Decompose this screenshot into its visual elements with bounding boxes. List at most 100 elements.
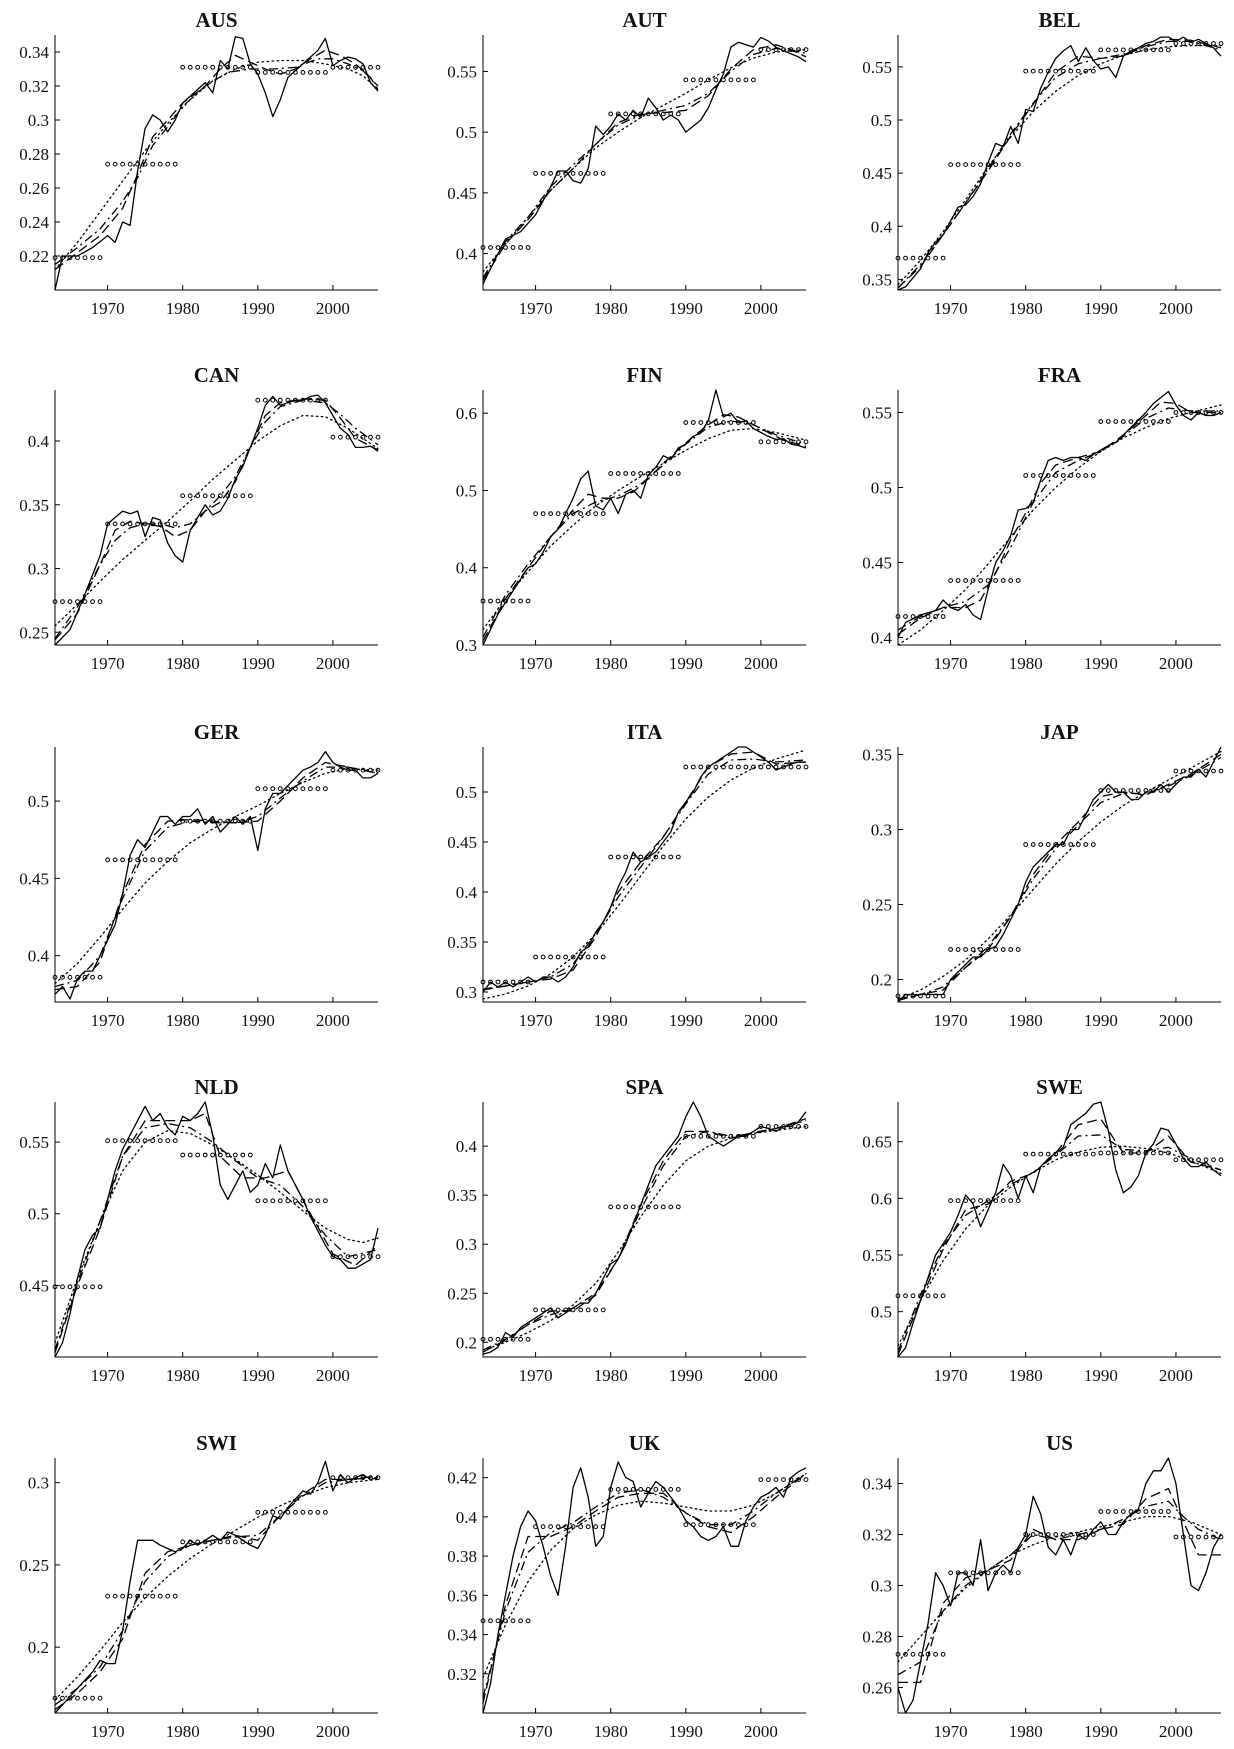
step-marker	[600, 954, 606, 960]
step-marker	[766, 1124, 771, 1129]
step-marker	[728, 1522, 734, 1528]
step-marker	[1090, 473, 1096, 478]
step-marker	[187, 493, 193, 499]
step-marker	[293, 1198, 298, 1204]
step-marker	[736, 77, 741, 83]
step-marker	[1218, 768, 1224, 774]
x-tick-label: 1980	[1009, 299, 1043, 318]
step-marker	[533, 511, 538, 516]
step-marker	[308, 70, 313, 75]
step-marker	[308, 786, 313, 792]
y-tick-label: 0.5	[28, 1205, 49, 1224]
step-marker	[630, 1204, 636, 1210]
step-marker	[300, 70, 306, 75]
step-marker	[67, 974, 73, 980]
step-marker	[1038, 473, 1044, 478]
step-marker	[52, 1695, 58, 1701]
step-marker	[330, 1475, 336, 1481]
step-marker	[338, 434, 343, 440]
step-marker	[1113, 1509, 1119, 1514]
step-marker	[1053, 68, 1059, 74]
step-marker	[142, 1593, 148, 1599]
step-marker	[75, 1695, 80, 1701]
step-marker	[660, 1204, 666, 1210]
step-marker	[315, 397, 321, 403]
series-line-dashdot	[54, 399, 379, 639]
step-marker	[1000, 162, 1006, 168]
step-marker	[187, 1539, 193, 1545]
step-marker	[660, 854, 666, 860]
step-marker	[736, 764, 741, 770]
step-marker	[323, 786, 328, 792]
step-marker	[90, 1695, 95, 1701]
step-marker	[360, 1475, 366, 1481]
step-marker	[638, 1487, 644, 1492]
step-marker	[788, 439, 794, 445]
step-marker	[570, 511, 576, 516]
step-marker	[1023, 473, 1029, 478]
step-marker	[82, 1284, 88, 1290]
step-marker	[563, 1307, 568, 1313]
y-tick-label: 0.28	[19, 145, 49, 164]
step-marker	[232, 1152, 238, 1158]
step-marker	[1030, 1532, 1036, 1537]
chart-panel: SWI 0.2 0.25 0.3 1970 1980 1990 2000	[19, 1431, 381, 1741]
series-line-dashed	[482, 751, 807, 991]
step-marker	[653, 854, 659, 860]
y-tick-label: 0.26	[19, 179, 49, 198]
step-marker	[698, 764, 704, 770]
step-marker	[105, 161, 110, 167]
step-marker	[1143, 1150, 1149, 1156]
step-marker	[503, 979, 508, 985]
step-marker	[217, 493, 223, 499]
x-tick-label: 1980	[594, 1366, 628, 1385]
step-marker	[1060, 473, 1066, 478]
step-marker	[165, 1138, 171, 1144]
series-line-dashdot	[54, 1122, 379, 1351]
step-marker	[570, 1524, 576, 1530]
step-marker	[985, 1570, 991, 1576]
x-tick-label: 2000	[1159, 1011, 1193, 1030]
y-tick-label: 0.6	[456, 404, 477, 423]
x-tick-label: 1970	[91, 1366, 125, 1385]
step-marker	[1105, 47, 1111, 53]
series-line-solid	[897, 36, 1222, 291]
step-marker	[135, 521, 141, 527]
step-marker	[698, 1522, 704, 1528]
step-marker	[615, 854, 621, 860]
step-marker	[97, 1284, 103, 1290]
step-marker	[240, 818, 246, 824]
step-marker	[1196, 410, 1201, 415]
step-marker	[1090, 1532, 1096, 1537]
step-marker	[540, 1307, 546, 1313]
step-marker	[330, 1254, 336, 1260]
step-marker	[300, 1198, 306, 1204]
step-marker	[985, 1198, 991, 1203]
step-marker	[495, 979, 501, 985]
step-marker	[330, 64, 336, 70]
x-tick-label: 1990	[1084, 1366, 1118, 1385]
axis-spine	[54, 390, 378, 646]
step-marker	[480, 979, 486, 985]
series-line-solid	[54, 394, 379, 646]
step-marker	[548, 954, 553, 960]
step-marker	[970, 1570, 976, 1576]
y-tick-label: 0.5	[456, 783, 477, 802]
step-marker	[758, 439, 764, 445]
step-marker	[781, 1124, 786, 1129]
series-line-dashdot	[897, 756, 1222, 1000]
step-marker	[1060, 842, 1066, 847]
step-marker	[180, 64, 186, 70]
step-marker	[796, 47, 801, 52]
step-marker	[262, 786, 268, 792]
step-marker	[645, 1204, 651, 1210]
step-marker	[548, 1524, 553, 1530]
panel-title: NLD	[194, 1075, 238, 1099]
step-marker	[1218, 1534, 1224, 1540]
step-marker	[993, 1570, 999, 1576]
step-marker	[593, 171, 599, 176]
step-marker	[375, 1254, 381, 1260]
step-marker	[1128, 1150, 1134, 1156]
step-marker	[255, 70, 261, 75]
step-marker	[895, 1293, 901, 1299]
